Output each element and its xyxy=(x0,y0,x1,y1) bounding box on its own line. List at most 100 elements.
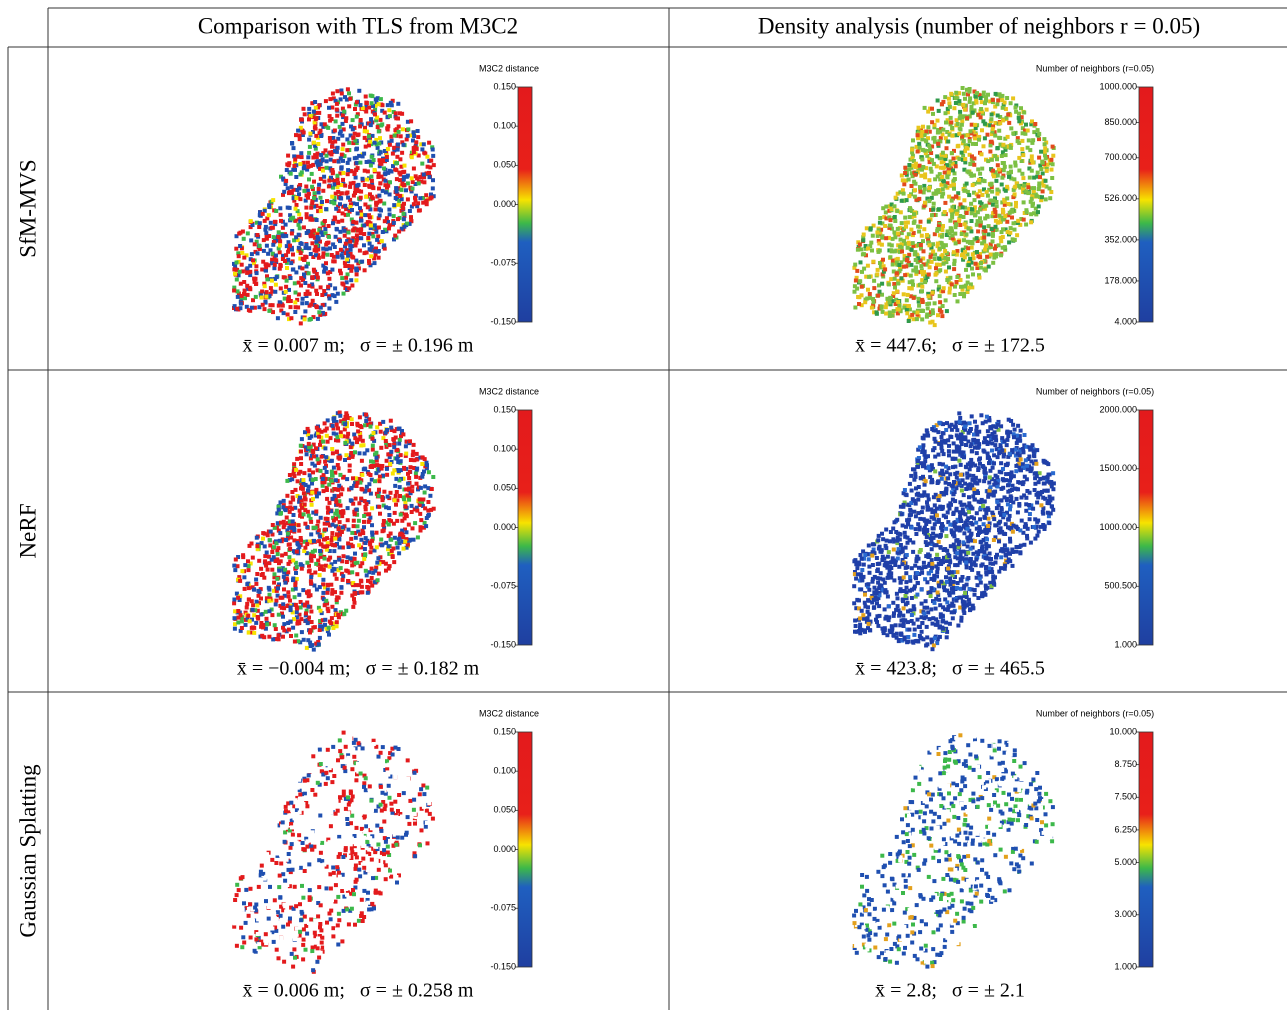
point xyxy=(322,180,326,184)
point xyxy=(962,198,966,202)
point xyxy=(298,219,302,223)
point xyxy=(315,218,319,222)
point xyxy=(968,139,972,143)
point xyxy=(1041,172,1045,176)
point xyxy=(338,533,342,537)
point xyxy=(858,623,862,627)
point xyxy=(963,108,967,112)
point xyxy=(1013,228,1017,232)
point xyxy=(369,123,373,127)
point xyxy=(347,286,351,290)
point xyxy=(875,272,879,276)
point xyxy=(280,553,284,557)
point xyxy=(274,599,278,603)
point xyxy=(365,448,369,452)
point xyxy=(1017,116,1021,120)
point xyxy=(360,260,364,264)
point xyxy=(335,108,339,112)
point xyxy=(922,249,926,253)
point xyxy=(1031,202,1035,206)
point xyxy=(860,247,864,251)
point xyxy=(878,221,882,225)
point xyxy=(397,469,401,473)
point xyxy=(324,99,328,103)
point xyxy=(877,242,881,246)
point xyxy=(982,236,986,240)
point xyxy=(861,252,865,256)
point xyxy=(305,452,309,456)
point xyxy=(987,265,991,269)
point xyxy=(297,246,301,250)
point xyxy=(402,225,406,229)
point xyxy=(348,244,352,248)
point xyxy=(389,419,393,423)
point xyxy=(246,293,250,297)
point xyxy=(336,255,340,259)
point xyxy=(347,104,351,108)
point xyxy=(907,304,911,308)
point xyxy=(406,181,410,185)
point xyxy=(904,264,908,268)
point xyxy=(906,221,910,225)
point xyxy=(934,279,938,283)
point xyxy=(989,140,993,144)
point xyxy=(343,204,347,208)
point xyxy=(340,514,344,518)
point xyxy=(299,462,303,466)
point xyxy=(957,132,961,136)
point xyxy=(1029,220,1033,224)
point xyxy=(311,497,315,501)
point xyxy=(289,276,293,280)
point xyxy=(371,448,375,452)
point xyxy=(412,134,416,138)
point xyxy=(272,555,276,559)
point xyxy=(416,135,420,139)
point xyxy=(384,541,388,545)
point xyxy=(282,622,286,626)
point xyxy=(342,612,346,616)
point xyxy=(1040,195,1044,199)
point xyxy=(947,97,951,101)
point xyxy=(297,529,301,533)
point xyxy=(427,470,431,474)
point xyxy=(321,591,325,595)
point xyxy=(237,616,241,620)
point xyxy=(912,296,916,300)
point xyxy=(411,453,415,457)
point xyxy=(967,193,971,197)
point xyxy=(288,244,292,248)
colorbar xyxy=(1139,87,1153,322)
point xyxy=(267,635,271,639)
point xyxy=(299,321,303,325)
point xyxy=(975,91,979,95)
point xyxy=(944,121,948,125)
point xyxy=(1015,233,1019,237)
point xyxy=(389,491,393,495)
point xyxy=(945,278,949,282)
point xyxy=(256,251,260,255)
point xyxy=(959,127,963,131)
point xyxy=(968,100,972,104)
point xyxy=(298,226,302,230)
point xyxy=(286,313,290,317)
point xyxy=(324,207,328,211)
point xyxy=(325,241,329,245)
point xyxy=(406,472,410,476)
point xyxy=(985,108,989,112)
point xyxy=(997,570,1001,574)
point xyxy=(304,611,308,615)
point xyxy=(279,512,283,516)
point xyxy=(983,229,987,233)
point xyxy=(362,514,366,518)
point xyxy=(936,227,940,231)
point xyxy=(235,278,239,282)
point xyxy=(945,309,949,313)
point xyxy=(368,247,372,251)
point xyxy=(273,290,277,294)
point xyxy=(944,270,948,274)
point xyxy=(309,206,313,210)
point xyxy=(913,188,917,192)
point xyxy=(910,148,914,152)
point xyxy=(310,185,314,189)
point xyxy=(997,243,1001,247)
